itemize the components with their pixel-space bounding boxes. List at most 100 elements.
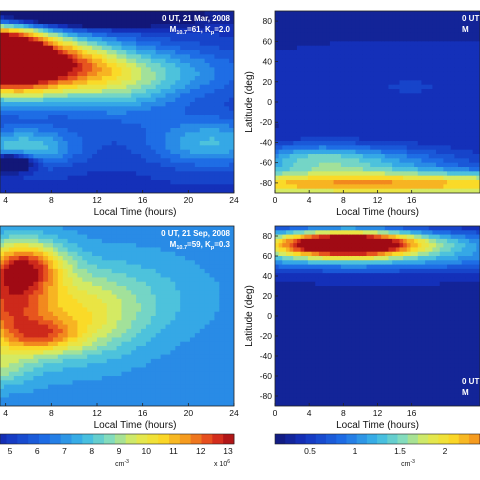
heatmap-cell <box>43 358 49 364</box>
heatmap-cell <box>381 106 386 112</box>
heatmap-cell <box>52 363 59 369</box>
heatmap-cell <box>384 167 390 172</box>
heatmap-cell <box>425 19 430 25</box>
heatmap-cell <box>13 158 20 164</box>
heatmap-cell <box>381 50 386 55</box>
heatmap-cell <box>18 28 25 34</box>
heatmap-cell <box>62 123 69 129</box>
heatmap-cell <box>13 290 20 296</box>
heatmap-cell <box>141 67 147 73</box>
heatmap-cell <box>414 184 419 190</box>
heatmap-cell <box>121 132 127 138</box>
heatmap-cell <box>48 15 54 21</box>
heatmap-cell <box>0 28 5 34</box>
heatmap-cell <box>43 132 49 138</box>
heatmap-cell <box>18 376 25 381</box>
heatmap-cell <box>300 145 305 151</box>
heatmap-cell <box>18 50 25 55</box>
heatmap-cell <box>0 243 5 249</box>
heatmap-cell <box>289 80 294 86</box>
heatmap-cell <box>307 67 313 73</box>
heatmap-cell <box>351 180 357 185</box>
heatmap-cell <box>23 346 30 351</box>
heatmap-cell <box>13 37 20 42</box>
heatmap-cell <box>315 141 320 146</box>
heatmap-cell <box>414 76 419 81</box>
heatmap-cell <box>373 80 379 86</box>
heatmap-cell <box>23 307 30 313</box>
heatmap-cell <box>311 67 316 73</box>
heatmap-cell <box>428 180 434 185</box>
heatmap-cell <box>311 128 316 133</box>
heatmap-cell <box>23 76 30 81</box>
heatmap-cell <box>0 294 5 300</box>
heatmap-cell <box>8 384 15 390</box>
heatmap-cell <box>38 290 44 296</box>
heatmap-cell <box>185 71 191 77</box>
heatmap-cell <box>57 234 64 240</box>
heatmap-cell <box>185 132 191 138</box>
heatmap-cell <box>33 243 39 249</box>
heatmap-cell <box>57 32 64 38</box>
heatmap-cell <box>348 24 353 29</box>
heatmap-cell <box>399 71 404 77</box>
heatmap-cell <box>33 268 39 274</box>
heatmap-cell <box>116 154 123 159</box>
heatmap-cell <box>370 89 375 94</box>
heatmap-cell <box>348 37 353 42</box>
heatmap-cell <box>101 167 108 172</box>
heatmap-cell <box>43 37 49 42</box>
heatmap-cell <box>392 154 397 159</box>
heatmap-cell <box>4 93 10 99</box>
heatmap-cell <box>4 115 10 120</box>
heatmap-cell <box>131 162 137 168</box>
heatmap-cell <box>311 149 316 155</box>
heatmap-cell <box>175 37 181 42</box>
heatmap-cell <box>410 67 415 73</box>
heatmap-cell <box>101 145 108 151</box>
heatmap-cell <box>315 50 320 55</box>
heatmap-cell <box>392 128 397 133</box>
heatmap-cell <box>381 54 386 60</box>
heatmap-cell <box>52 106 59 112</box>
heatmap-cell <box>318 37 324 42</box>
heatmap-cell <box>165 97 171 103</box>
heatmap-cell <box>443 180 448 185</box>
heatmap-cell <box>362 175 368 181</box>
heatmap-cell <box>395 32 401 38</box>
heatmap-cell <box>362 76 368 81</box>
heatmap-cell <box>450 145 455 151</box>
heatmap-cell <box>395 19 401 25</box>
heatmap-cell <box>101 54 108 60</box>
heatmap-cell <box>155 180 162 185</box>
heatmap-cell <box>311 162 316 168</box>
heatmap-cell <box>121 119 127 125</box>
heatmap-cell <box>4 180 10 185</box>
heatmap-cell <box>340 84 346 90</box>
heatmap-cell <box>329 145 335 151</box>
heatmap-cell <box>439 37 444 42</box>
heatmap-cell <box>204 41 211 47</box>
heatmap-cell <box>97 162 103 168</box>
heatmap-cell <box>155 162 162 168</box>
heatmap-cell <box>28 268 34 274</box>
heatmap-cell <box>175 184 181 190</box>
heatmap-cell <box>417 41 423 47</box>
heatmap-cell <box>199 67 206 73</box>
heatmap-cell <box>340 58 346 64</box>
heatmap-cell <box>131 141 137 146</box>
heatmap-cell <box>296 37 302 42</box>
heatmap-cell <box>38 346 44 351</box>
heatmap-cell <box>329 97 335 103</box>
heatmap-cell <box>52 346 59 351</box>
heatmap-cell <box>87 180 93 185</box>
heatmap-cell <box>18 80 25 86</box>
heatmap-cell <box>304 15 309 21</box>
heatmap-cell <box>229 32 234 38</box>
heatmap-cell <box>67 80 74 86</box>
heatmap-cell <box>209 128 216 133</box>
heatmap-cell <box>38 63 44 68</box>
heatmap-cell <box>340 162 346 168</box>
heatmap-cell <box>224 89 230 94</box>
heatmap-cell <box>52 37 59 42</box>
